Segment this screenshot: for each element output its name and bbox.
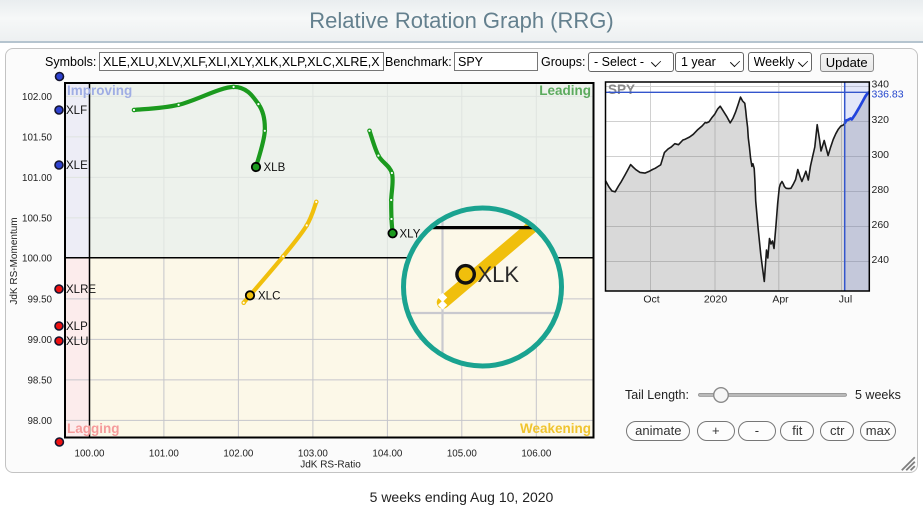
svg-text:99.50: 99.50 — [27, 294, 52, 305]
svg-text:100.00: 100.00 — [22, 253, 53, 264]
svg-text:JdK RS-Ratio: JdK RS-Ratio — [300, 460, 361, 471]
svg-text:Leading: Leading — [539, 83, 591, 98]
svg-text:100.00: 100.00 — [75, 449, 106, 460]
svg-text:Apr: Apr — [772, 294, 789, 306]
svg-text:Jul: Jul — [839, 294, 852, 306]
svg-text:101.00: 101.00 — [149, 449, 180, 460]
svg-text:340: 340 — [872, 79, 890, 91]
svg-text:Improving: Improving — [67, 83, 132, 98]
svg-text:XLF: XLF — [66, 105, 87, 117]
svg-text:Weakening: Weakening — [520, 421, 591, 436]
svg-text:SPY: SPY — [608, 82, 635, 97]
svg-text:320: 320 — [872, 114, 890, 126]
svg-text:JdK RS-Momentum: JdK RS-Momentum — [9, 217, 20, 304]
svg-text:102.00: 102.00 — [223, 449, 254, 460]
svg-text:102.00: 102.00 — [22, 92, 53, 103]
svg-text:XLC: XLC — [258, 290, 280, 302]
svg-text:280: 280 — [872, 184, 890, 196]
svg-text:103.00: 103.00 — [298, 449, 329, 460]
svg-text:Lagging: Lagging — [67, 421, 120, 436]
svg-text:99.00: 99.00 — [27, 335, 52, 346]
svg-text:2020: 2020 — [704, 294, 728, 306]
svg-text:300: 300 — [872, 149, 890, 161]
svg-text:106.00: 106.00 — [521, 449, 552, 460]
svg-text:XLY: XLY — [400, 228, 421, 240]
svg-text:101.50: 101.50 — [22, 132, 53, 143]
svg-text:105.00: 105.00 — [447, 449, 478, 460]
svg-text:336.83: 336.83 — [872, 89, 904, 101]
svg-text:260: 260 — [872, 219, 890, 231]
svg-text:XLE: XLE — [66, 160, 88, 172]
svg-text:XLB: XLB — [264, 162, 286, 174]
svg-text:240: 240 — [872, 254, 890, 266]
svg-text:98.50: 98.50 — [27, 375, 52, 386]
svg-text:101.00: 101.00 — [22, 173, 53, 184]
svg-text:98.00: 98.00 — [27, 416, 52, 427]
svg-text:Oct: Oct — [643, 294, 659, 306]
svg-text:XLRE: XLRE — [66, 284, 96, 296]
svg-text:XLU: XLU — [66, 336, 88, 348]
svg-text:XLP: XLP — [66, 321, 88, 333]
svg-text:XLK: XLK — [478, 262, 520, 287]
svg-text:104.00: 104.00 — [372, 449, 403, 460]
svg-text:100.50: 100.50 — [22, 213, 53, 224]
